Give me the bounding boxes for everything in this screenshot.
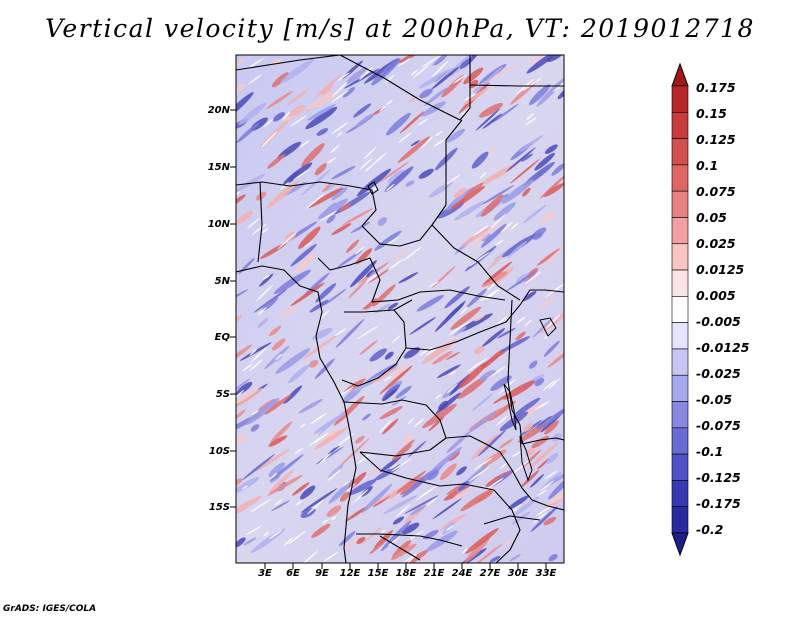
- colorbar-segment: [671, 453, 689, 481]
- colorbar-label-2: 0.125: [696, 132, 736, 147]
- lon-label-15e: 15E: [367, 568, 389, 579]
- colorbar: [671, 62, 689, 557]
- colorbar-segment: [671, 138, 689, 166]
- colorbar-label-11: -0.025: [696, 366, 741, 381]
- lon-label-21e: 21E: [423, 568, 445, 579]
- colorbar-segment: [671, 480, 689, 508]
- lon-label-12e: 12E: [339, 568, 361, 579]
- lon-label-3e: 3E: [258, 568, 272, 579]
- map-frame: [235, 54, 565, 564]
- colorbar-segment: [671, 111, 689, 139]
- lat-label-5s: 5S: [215, 389, 230, 400]
- colorbar-segment: [671, 190, 689, 218]
- country-boundaries: [236, 55, 564, 563]
- colorbar-segment: [671, 217, 689, 245]
- colorbar-label-17: -0.2: [696, 522, 724, 537]
- colorbar-label-14: -0.1: [696, 444, 724, 459]
- velocity-field: [236, 55, 564, 563]
- colorbar-segment: [671, 506, 689, 534]
- colorbar-label-9: -0.005: [696, 314, 741, 329]
- colorbar-segment: [671, 296, 689, 323]
- colorbar-label-7: 0.0125: [696, 262, 745, 277]
- colorbar-segment: [671, 374, 689, 402]
- colorbar-segment: [671, 85, 689, 113]
- colorbar-label-15: -0.125: [696, 470, 741, 485]
- lat-label-10n: 10N: [207, 219, 230, 230]
- credit-text: GrADS: IGES/COLA: [3, 604, 97, 614]
- lat-label-eq: EQ: [214, 332, 230, 343]
- map-title: Vertical velocity [m/s] at 200hPa, VT: 2…: [45, 14, 755, 43]
- colorbar-label-16: -0.175: [696, 496, 741, 511]
- lat-label-15s: 15S: [208, 502, 230, 513]
- lon-label-27e: 27E: [479, 568, 501, 579]
- colorbar-label-3: 0.1: [696, 158, 719, 173]
- lat-label-15n: 15N: [207, 162, 230, 173]
- colorbar-label-12: -0.05: [696, 392, 733, 407]
- colorbar-segment: [671, 348, 689, 376]
- colorbar-segment: [671, 322, 689, 350]
- lon-label-33e: 33E: [535, 568, 557, 579]
- colorbar-segment: [671, 243, 689, 271]
- lon-label-6e: 6E: [286, 568, 300, 579]
- colorbar-label-6: 0.025: [696, 236, 736, 251]
- colorbar-label-5: 0.05: [696, 210, 727, 225]
- lon-label-18e: 18E: [395, 568, 417, 579]
- colorbar-label-10: -0.0125: [696, 340, 750, 355]
- colorbar-bottom-arrow: [671, 532, 689, 557]
- colorbar-label-1: 0.15: [696, 106, 727, 121]
- lat-label-10s: 10S: [208, 446, 230, 457]
- lat-label-5n: 5N: [214, 276, 230, 287]
- colorbar-top-arrow: [671, 62, 689, 87]
- lon-label-9e: 9E: [315, 568, 329, 579]
- colorbar-segment: [671, 269, 689, 297]
- colorbar-label-0: 0.175: [696, 80, 736, 95]
- lat-label-20n: 20N: [207, 105, 230, 116]
- lon-label-30e: 30E: [507, 568, 529, 579]
- colorbar-segment: [671, 164, 689, 192]
- colorbar-label-13: -0.075: [696, 418, 741, 433]
- colorbar-segment: [671, 401, 689, 429]
- lon-label-24e: 24E: [451, 568, 473, 579]
- colorbar-label-8: 0.005: [696, 288, 736, 303]
- colorbar-label-4: 0.075: [696, 184, 736, 199]
- lakes: [367, 181, 557, 482]
- colorbar-segment: [671, 427, 689, 455]
